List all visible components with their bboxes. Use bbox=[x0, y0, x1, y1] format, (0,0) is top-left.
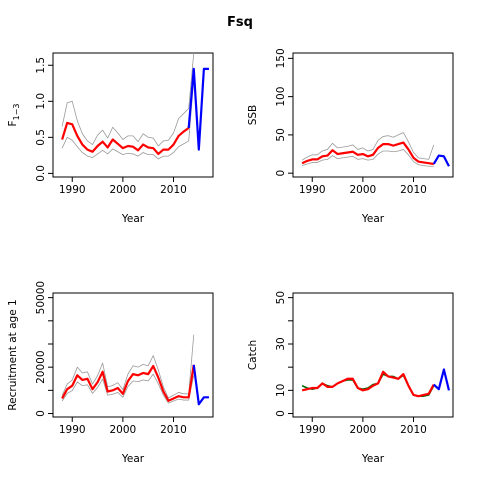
rec-ci-lower-line bbox=[61, 373, 195, 404]
rec-xtick-label: 2000 bbox=[110, 424, 137, 436]
rec-ytick-label: 0 bbox=[35, 410, 47, 417]
ssb-plot-frame bbox=[292, 52, 454, 178]
f-series-group bbox=[61, 53, 209, 160]
f-ytick-label: 0.0 bbox=[35, 165, 47, 182]
ssb-ci-lower-line bbox=[301, 149, 434, 167]
catch-ytick-label: 30 bbox=[275, 337, 287, 350]
ssb-xtick-label: 2000 bbox=[350, 184, 377, 196]
catch-series-group bbox=[301, 368, 451, 398]
f-ytick-label: 0.5 bbox=[35, 129, 47, 146]
f-plot-frame bbox=[52, 52, 214, 178]
rec-plot-frame bbox=[52, 292, 214, 418]
rec-estimate-line bbox=[61, 364, 195, 402]
catch-ytick-label: 10 bbox=[275, 384, 287, 397]
rec-xtick-label: 1990 bbox=[59, 424, 86, 436]
f-ytick-label: 1.5 bbox=[35, 57, 47, 74]
rec-series-group bbox=[61, 334, 209, 406]
f-xtick-label: 1990 bbox=[59, 184, 86, 196]
rec-ci-upper-line bbox=[61, 334, 195, 399]
f-ytick-label: 1.0 bbox=[35, 93, 47, 110]
ssb-ytick-label: 150 bbox=[275, 48, 287, 68]
f-ylabel-subscript: 1−3 bbox=[12, 104, 21, 121]
ssb-ytick-label: 100 bbox=[275, 87, 287, 107]
figure-title: Fsq bbox=[227, 15, 253, 30]
rec-ytick-label: 20000 bbox=[35, 350, 47, 383]
f-ci-lower-line bbox=[61, 136, 189, 160]
f-ci-upper-tail-line bbox=[188, 53, 195, 109]
f-xtick-label: 2000 bbox=[110, 184, 137, 196]
f-xtick-label: 2010 bbox=[160, 184, 187, 196]
rec-forecast-line bbox=[192, 364, 209, 406]
ssb-xtick-label: 2010 bbox=[400, 184, 427, 196]
catch-ytick-label: 50 bbox=[275, 291, 287, 304]
rec-xtick-label: 2010 bbox=[160, 424, 187, 436]
f-ci-upper-line bbox=[61, 100, 189, 147]
rec-panel: 1990 2000 2010 0 20000 50000 Year Recruitment a… bbox=[7, 281, 214, 465]
catch-ytick-label: 0 bbox=[275, 410, 287, 417]
ssb-estimate-line bbox=[301, 141, 434, 166]
ssb-panel: 1990 2000 2010 0 50 100 150 Year SSB bbox=[247, 48, 454, 225]
ssb-ytick-label: 0 bbox=[275, 170, 287, 177]
catch-plot-frame bbox=[292, 292, 454, 418]
f-forecast-line bbox=[187, 67, 209, 151]
f-ylabel: F1−3 bbox=[7, 104, 21, 127]
ssb-ytick-label: 50 bbox=[275, 128, 287, 141]
catch-ylabel: Catch bbox=[247, 340, 259, 370]
ssb-ci-upper-line bbox=[301, 132, 435, 161]
f-ylabel-main: F bbox=[7, 120, 19, 126]
rec-ytick-label: 50000 bbox=[35, 281, 47, 314]
ssb-forecast-line bbox=[432, 154, 450, 167]
ssb-xlabel: Year bbox=[361, 213, 385, 225]
catch-xlabel: Year bbox=[361, 453, 385, 465]
catch-xtick-label: 2000 bbox=[350, 424, 377, 436]
rec-xlabel: Year bbox=[121, 453, 145, 465]
ssb-ylabel: SSB bbox=[247, 105, 259, 126]
ssb-xtick-label: 1990 bbox=[299, 184, 326, 196]
f-estimate-line bbox=[61, 121, 190, 156]
catch-xtick-label: 1990 bbox=[299, 424, 326, 436]
rec-ylabel: Recruitment at age 1 bbox=[7, 299, 19, 410]
catch-forecast-line bbox=[433, 368, 451, 391]
catch-panel: 1990 2000 2010 0 10 30 50 Year Catch bbox=[247, 291, 454, 465]
catch-estimate-line bbox=[301, 370, 435, 398]
catch-xtick-label: 2010 bbox=[400, 424, 427, 436]
f-panel: 1990 2000 2010 0.0 0.5 1.0 1.5 Year F1−3 bbox=[7, 52, 214, 225]
f-xlabel: Year bbox=[121, 213, 145, 225]
ssb-series-group bbox=[301, 132, 450, 167]
